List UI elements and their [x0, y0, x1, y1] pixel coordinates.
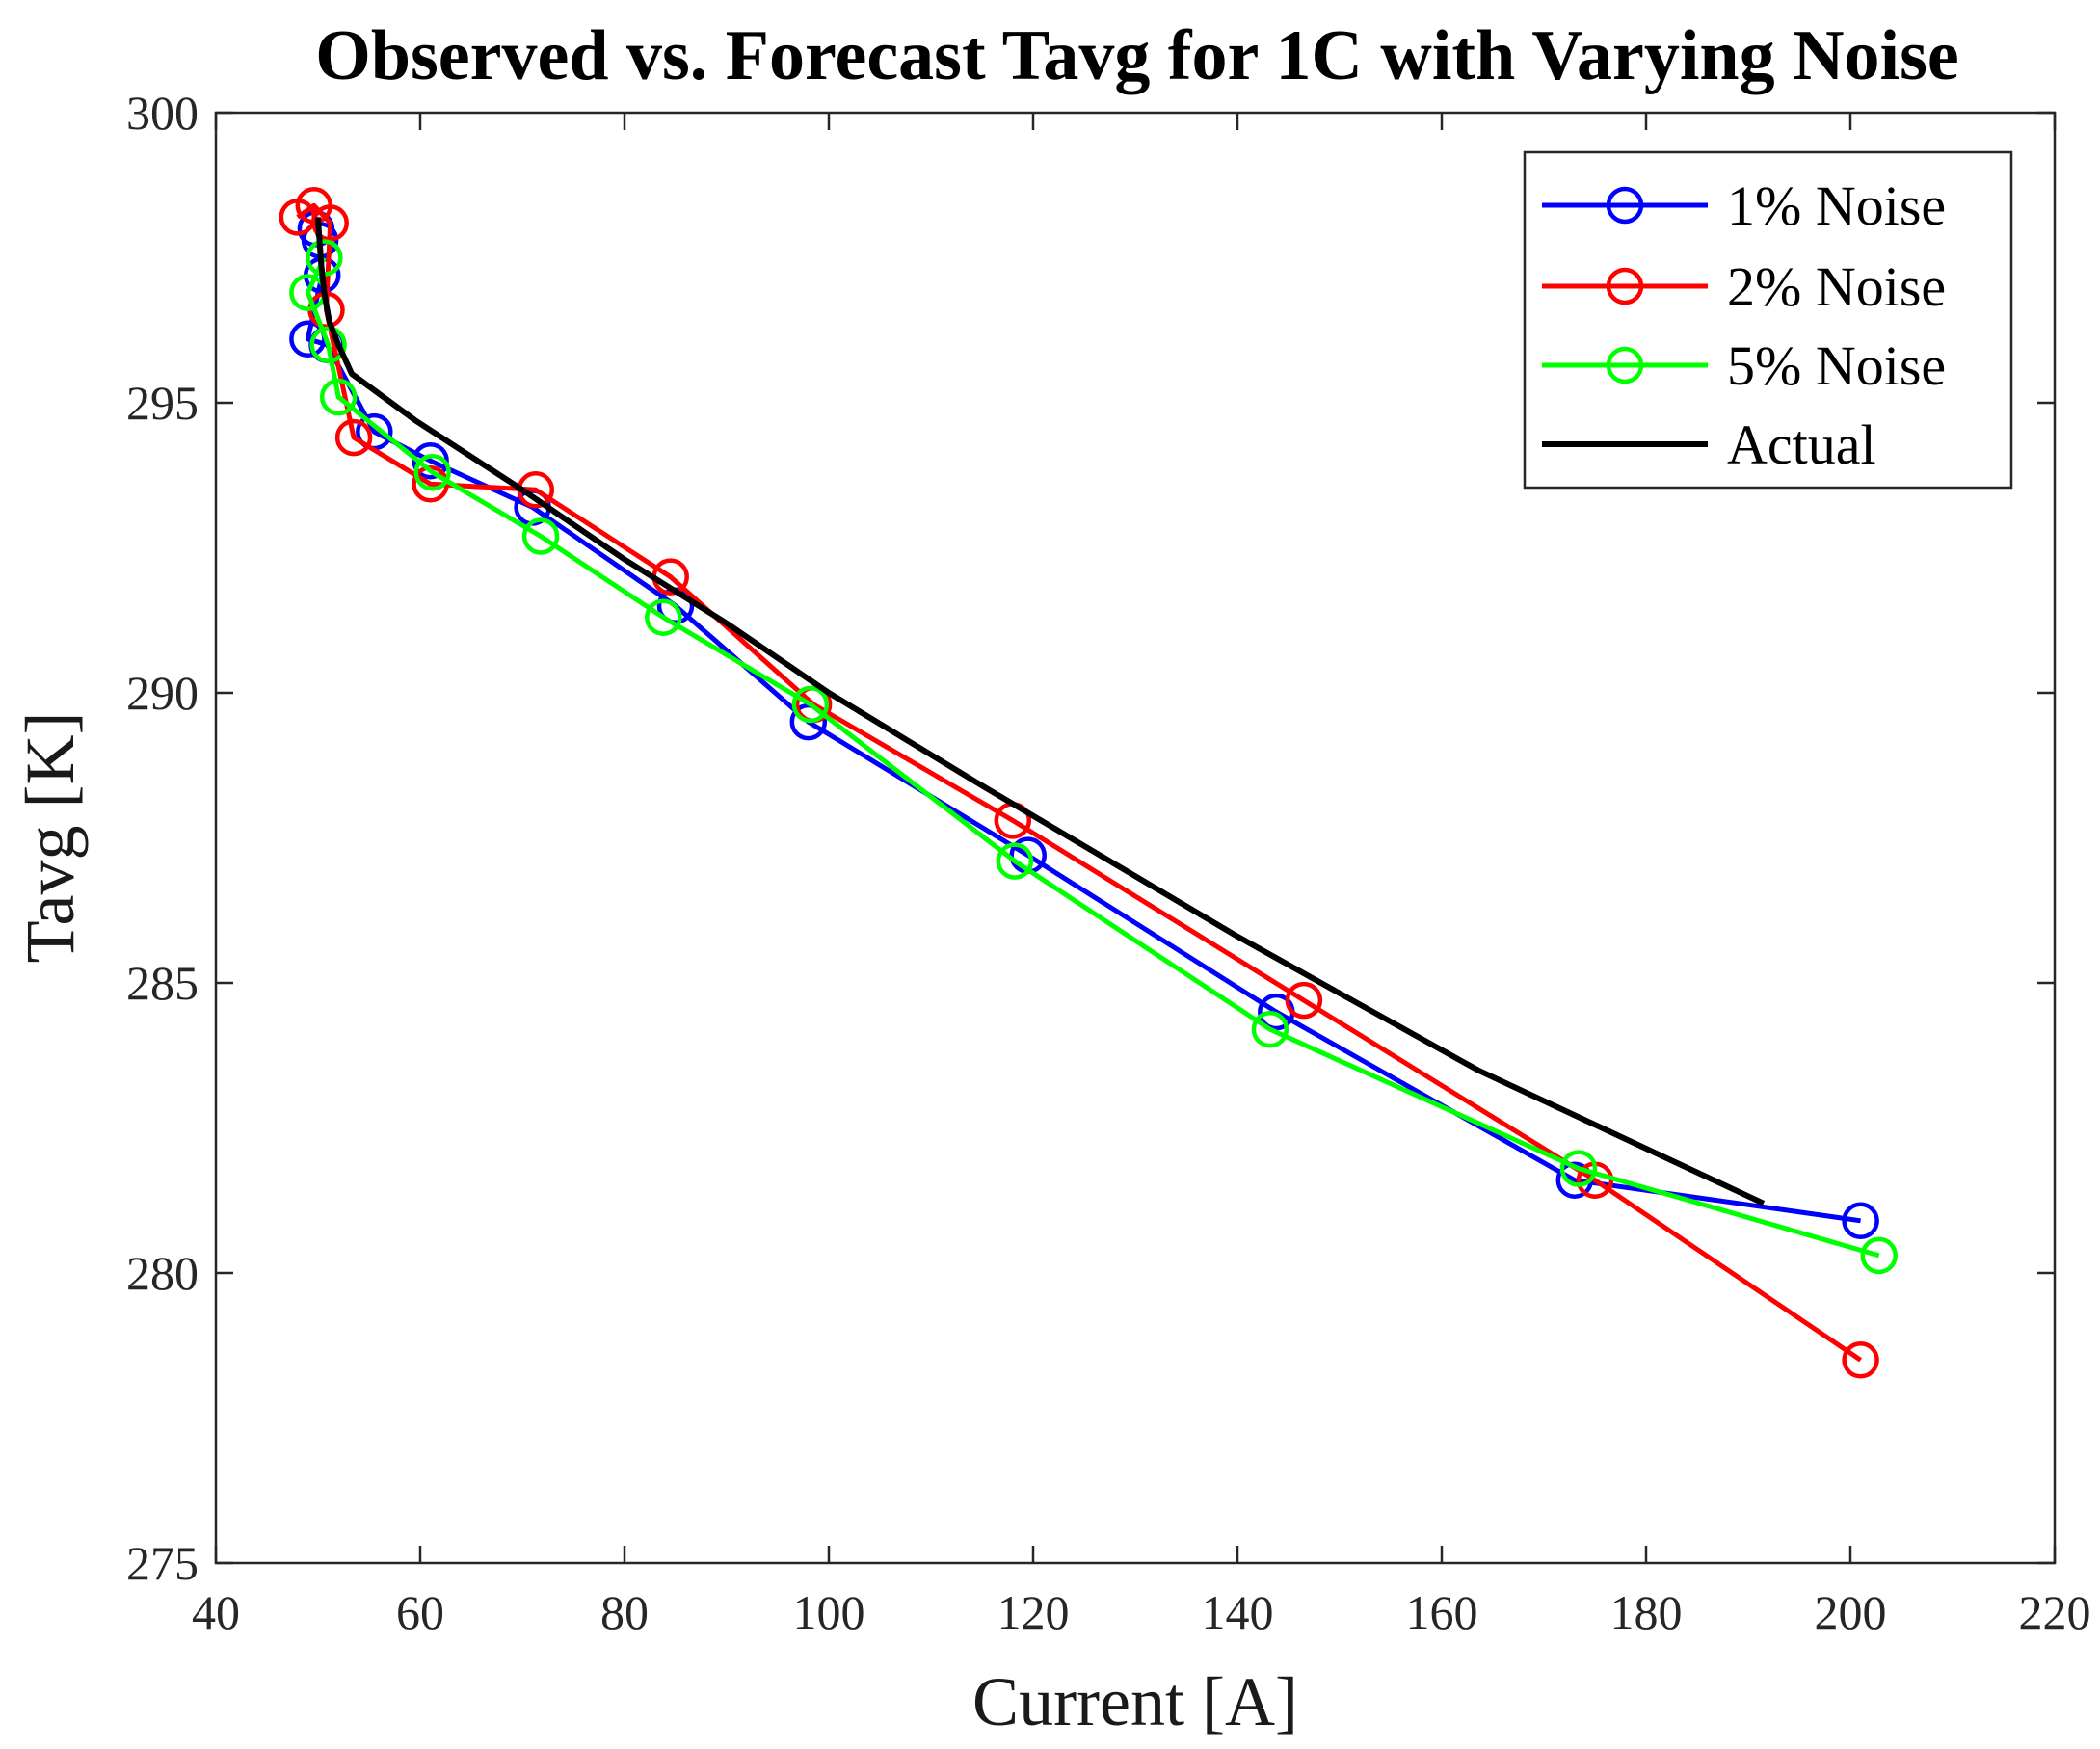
y-tick-label: 285: [126, 956, 199, 1010]
data-point-5-percent-noise: [1559, 1150, 1598, 1187]
y-tick-label: 280: [126, 1246, 199, 1300]
y-axis: 275 280 285 290 295 300: [126, 86, 2055, 1590]
data-point-5-percent-noise: [645, 598, 682, 636]
x-tick-label: 180: [1610, 1585, 1683, 1639]
data-point-5-percent-noise: [309, 326, 347, 364]
legend-box: [1523, 150, 2013, 490]
legend-marker-2-percent: [1606, 267, 1644, 305]
x-tick-label: 160: [1406, 1585, 1478, 1639]
y-tick-label: 275: [126, 1536, 199, 1590]
x-tick-label: 40: [192, 1585, 240, 1639]
series-actual: [315, 217, 1766, 1206]
x-tick-label: 200: [1815, 1585, 1887, 1639]
data-point-5-percent-noise: [1251, 1010, 1289, 1048]
y-tick-label: 290: [126, 666, 199, 720]
series-line-1-percent-noise: [305, 227, 1861, 1224]
plot-frame: [214, 111, 2057, 1565]
legend-label-2-percent: 2% Noise: [1727, 255, 1946, 318]
data-point-5-percent-noise: [791, 685, 830, 724]
x-axis-label: Current [A]: [972, 1663, 1298, 1740]
data-point-2-percent-noise: [311, 204, 349, 242]
data-point-5-percent-noise: [996, 842, 1034, 880]
legend: 1% Noise 2% Noise 5% Noise Actual: [1523, 150, 2013, 490]
legend-label-5-percent: 5% Noise: [1727, 334, 1946, 397]
y-axis-label: Tavg [K]: [12, 712, 89, 964]
data-point-5-percent-noise: [1860, 1236, 1898, 1275]
x-tick-label: 60: [396, 1585, 444, 1639]
data-point-1-percent-noise: [1842, 1202, 1879, 1240]
data-point-5-percent-noise: [413, 453, 451, 491]
x-axis: 40 60 80 100 120 140 160 180 200 220: [192, 113, 2091, 1639]
legend-marker-5-percent: [1606, 346, 1644, 384]
data-point-2-percent-noise: [1285, 981, 1323, 1020]
legend-label-1-percent: 1% Noise: [1727, 174, 1946, 237]
x-tick-label: 220: [2019, 1585, 2091, 1639]
x-tick-label: 100: [793, 1585, 865, 1639]
x-tick-label: 80: [600, 1585, 649, 1639]
series-2-percent-noise: [279, 187, 1879, 1379]
series-layer: [279, 187, 1898, 1379]
data-point-5-percent-noise: [319, 378, 358, 416]
data-point-5-percent-noise: [521, 517, 560, 555]
x-tick-label: 140: [1202, 1585, 1274, 1639]
series-line-2-percent-noise: [296, 202, 1863, 1363]
data-point-2-percent-noise: [334, 418, 373, 457]
x-tick-label: 120: [997, 1585, 1070, 1639]
chart-title: Observed vs. Forecast Tavg for 1C with V…: [315, 16, 1958, 95]
legend-label-actual: Actual: [1727, 413, 1876, 476]
data-point-2-percent-noise: [1842, 1341, 1879, 1379]
legend-marker-1-percent: [1606, 186, 1644, 225]
y-tick-label: 300: [126, 86, 199, 140]
y-tick-label: 295: [126, 376, 199, 430]
series-line-5-percent-noise: [305, 256, 1880, 1259]
series-line-actual: [315, 217, 1766, 1206]
